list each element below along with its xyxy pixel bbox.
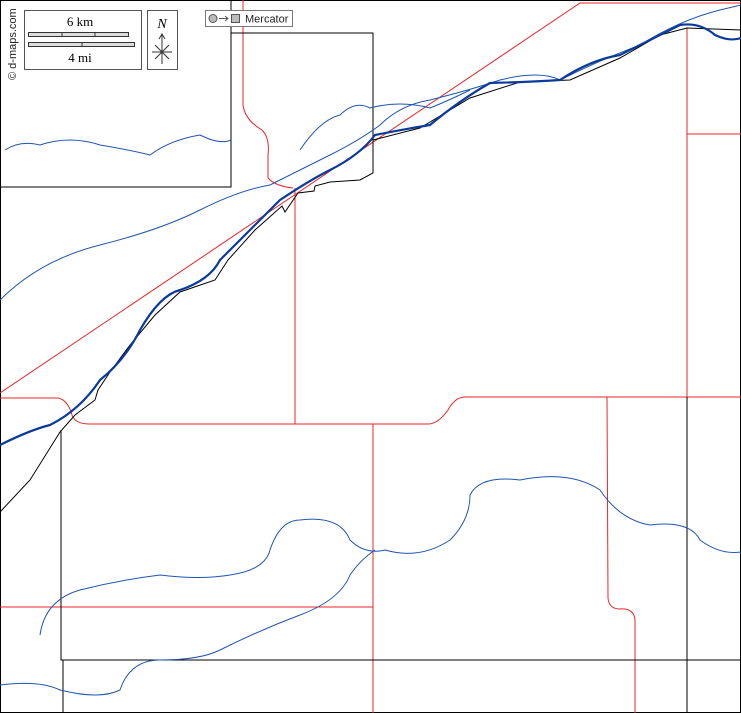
scale-mi-label: 4 mi: [68, 50, 92, 65]
projection-square: [231, 14, 240, 23]
scale-bar-box: [24, 10, 142, 70]
north-symbol: [152, 33, 172, 64]
projection-box: [205, 10, 293, 27]
north-label: N: [156, 17, 167, 32]
north-arrow: N: [147, 10, 178, 70]
scale-km-label: 6 km: [67, 14, 93, 29]
projection-label: Mercator: [245, 14, 289, 26]
main-river: [0, 23, 741, 446]
projection-arrow: [219, 15, 229, 22]
scale-bar: 6 km 4 mi: [24, 10, 142, 70]
scale-km-bar: [28, 32, 129, 37]
streams: [0, 4, 741, 696]
credit: © d-maps.com: [7, 8, 19, 80]
projection: Mercator: [205, 10, 293, 27]
projection-circle: [208, 14, 218, 23]
